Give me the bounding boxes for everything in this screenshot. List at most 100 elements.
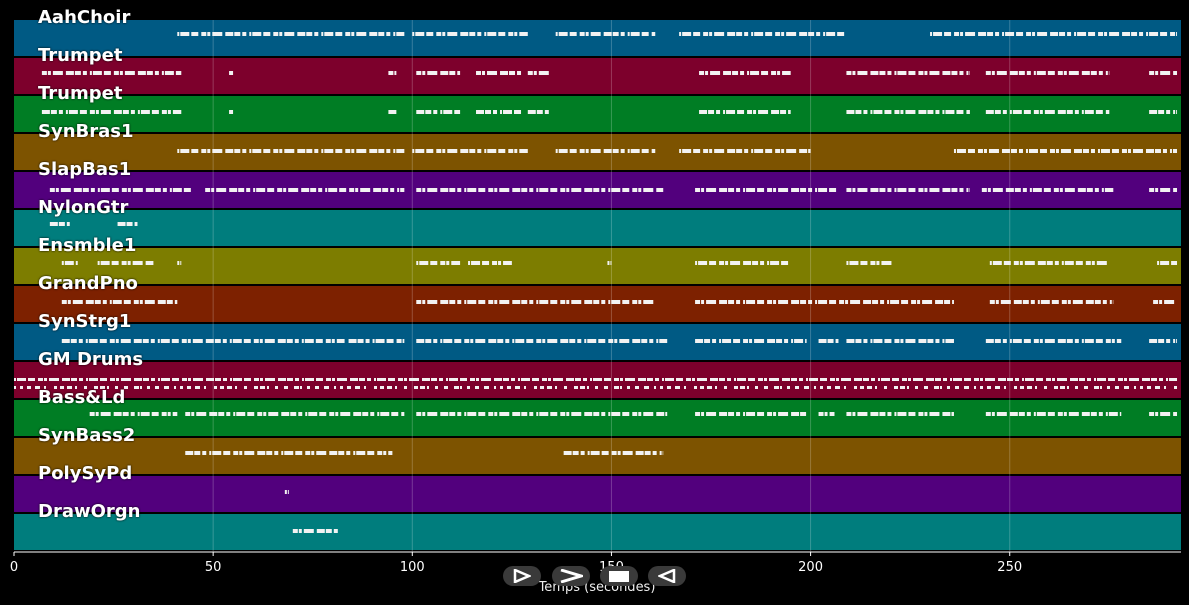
- note: [816, 32, 821, 36]
- note: [638, 188, 642, 192]
- note: [887, 412, 892, 416]
- note: [593, 412, 600, 416]
- note: [536, 412, 539, 416]
- note: [1022, 188, 1027, 192]
- note: [192, 339, 203, 343]
- note: [555, 32, 558, 36]
- track-label: GrandPno: [38, 273, 138, 294]
- note: [1105, 339, 1111, 343]
- note: [651, 32, 656, 36]
- note: [49, 222, 58, 226]
- note: [457, 412, 462, 416]
- note: [913, 378, 923, 381]
- note: [682, 149, 692, 153]
- note: [295, 451, 303, 455]
- note: [587, 386, 589, 389]
- note: [820, 386, 823, 389]
- note: [503, 261, 512, 265]
- play-button[interactable]: [503, 566, 541, 586]
- fast-forward-button[interactable]: [552, 566, 590, 586]
- note: [494, 300, 498, 304]
- note: [929, 71, 940, 75]
- note: [14, 378, 16, 381]
- note: [863, 378, 869, 381]
- note: [771, 110, 780, 114]
- note: [89, 378, 98, 381]
- note: [521, 378, 530, 381]
- note: [74, 71, 81, 75]
- note: [350, 378, 358, 381]
- note: [1001, 149, 1010, 153]
- note: [263, 412, 267, 416]
- note: [1004, 386, 1006, 389]
- note: [1039, 110, 1043, 114]
- note: [764, 378, 767, 381]
- note: [353, 451, 356, 455]
- note: [994, 110, 1001, 114]
- note: [985, 110, 994, 114]
- note: [719, 188, 728, 192]
- note: [1164, 386, 1166, 389]
- note: [593, 378, 602, 381]
- note: [887, 188, 892, 192]
- note: [54, 386, 57, 389]
- note: [1023, 110, 1031, 114]
- note: [339, 188, 347, 192]
- note: [1109, 32, 1120, 36]
- note: [747, 386, 749, 389]
- note: [662, 378, 664, 381]
- note: [716, 110, 721, 114]
- note: [1172, 149, 1178, 153]
- note: [954, 32, 960, 36]
- note: [505, 339, 510, 343]
- note: [870, 188, 879, 192]
- note: [1124, 378, 1127, 381]
- note: [908, 71, 916, 75]
- note: [292, 529, 298, 533]
- note: [1044, 339, 1055, 343]
- note: [137, 412, 140, 416]
- note: [572, 451, 579, 455]
- note: [196, 412, 207, 416]
- note: [1059, 32, 1066, 36]
- note: [1014, 386, 1017, 389]
- stop-button[interactable]: [600, 566, 638, 586]
- note: [746, 300, 756, 304]
- note: [934, 386, 939, 389]
- note: [787, 386, 790, 389]
- note: [719, 261, 725, 265]
- note: [460, 32, 469, 36]
- note: [273, 149, 279, 153]
- note: [587, 451, 590, 455]
- note: [85, 339, 88, 343]
- note: [1029, 188, 1032, 192]
- track-label: NylonGtr: [38, 197, 129, 218]
- note: [325, 339, 331, 343]
- note: [20, 386, 23, 389]
- note: [426, 32, 434, 36]
- note: [710, 71, 721, 75]
- note: [835, 386, 840, 389]
- note: [563, 451, 572, 455]
- note: [172, 412, 178, 416]
- note: [775, 32, 781, 36]
- note: [1046, 378, 1051, 381]
- note: [981, 188, 987, 192]
- note: [852, 188, 856, 192]
- note: [388, 110, 397, 114]
- note: [753, 110, 757, 114]
- note: [601, 451, 609, 455]
- rewind-button[interactable]: [648, 566, 686, 586]
- note: [484, 386, 489, 389]
- note: [212, 149, 223, 153]
- note: [757, 300, 765, 304]
- note: [983, 149, 987, 153]
- note: [929, 188, 940, 192]
- note: [356, 32, 367, 36]
- note: [440, 300, 449, 304]
- note: [115, 386, 118, 389]
- note: [908, 412, 916, 416]
- note: [527, 71, 533, 75]
- note: [209, 412, 218, 416]
- note: [747, 110, 753, 114]
